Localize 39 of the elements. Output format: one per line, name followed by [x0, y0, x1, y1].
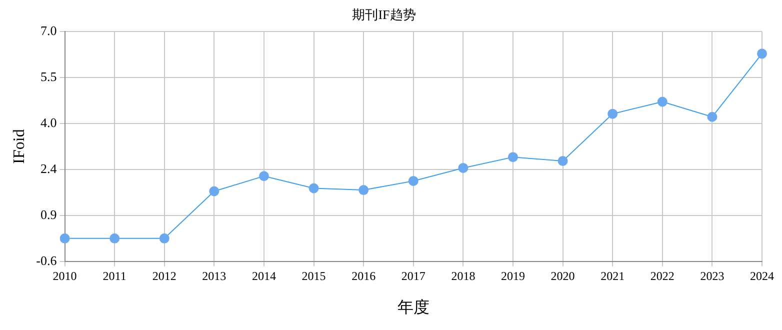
y-tick-label: 2.4 [40, 160, 58, 176]
y-tick-label: 4.0 [40, 114, 57, 130]
chart-title: 期刊IF趋势 [352, 7, 416, 22]
y-tick-label: 5.5 [40, 68, 57, 84]
x-tick-label: 2023 [700, 268, 724, 283]
point [508, 152, 518, 162]
x-tick-label: 2013 [202, 268, 226, 283]
x-tick-label: 2020 [550, 268, 575, 283]
y-axis-title: IFoid [10, 129, 28, 164]
y-tick-label: -0.6 [36, 252, 58, 268]
point [657, 96, 668, 107]
point [707, 112, 718, 122]
point [258, 171, 269, 182]
x-tick-label: 2017 [401, 268, 426, 283]
x-tick-label: 2014 [252, 268, 276, 283]
point [110, 233, 120, 244]
point [558, 156, 568, 166]
x-axis-title: 年度 [397, 298, 430, 317]
x-tick-label: 2010 [52, 268, 77, 283]
point [60, 233, 70, 244]
point [408, 176, 418, 186]
x-tick-label: 2021 [600, 268, 625, 283]
point [308, 183, 319, 194]
point [458, 162, 468, 173]
point [209, 186, 220, 196]
y-tick-label: 0.9 [40, 206, 57, 222]
point [757, 48, 767, 59]
x-tick-label: 2019 [500, 268, 525, 283]
point [159, 233, 170, 244]
x-tick-label: 2018 [451, 268, 476, 283]
x-tick-label: 2012 [152, 268, 176, 283]
y-tick-label: 7.0 [40, 23, 57, 38]
x-tick-label: 2024 [750, 268, 774, 283]
x-tick-label: 2015 [302, 268, 326, 283]
x-tick-label: 2016 [352, 268, 376, 283]
x-tick-label: 2022 [650, 268, 674, 283]
point [608, 108, 618, 119]
x-tick-label: 2011 [102, 268, 126, 283]
point [358, 185, 369, 196]
